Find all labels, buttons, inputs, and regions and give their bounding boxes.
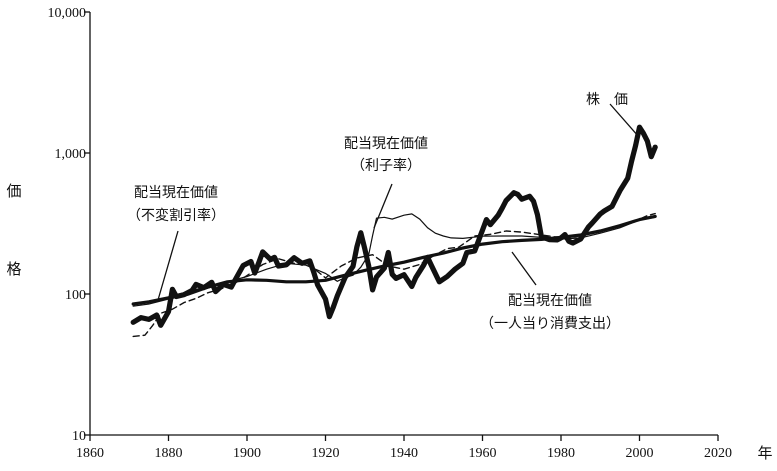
x-ticks: 1860 1880 1900 1920 1940 1960 1980 2000 2020 (76, 435, 732, 461)
y-ticks: 10 100 1,000 10,000 (48, 6, 90, 444)
series-pv-interest (132, 213, 656, 307)
x-axis-title: 年 (757, 444, 772, 462)
annotation-stock-price-line-1: 株 価 (586, 92, 628, 108)
leader-pv-consumption (511, 251, 537, 286)
chart-series (130, 124, 658, 338)
annotation-pv-constant-line-2: （不変割引率） (127, 207, 225, 224)
annotation-pv-consumption-line-1: 配当現在価値 (508, 293, 592, 309)
annotation-pv-constant-line-1: 配当現在価値 (134, 185, 218, 201)
leader-stock-price (609, 103, 640, 138)
x-tick-label: 1980 (547, 446, 575, 461)
annotation-pv-interest: 配当現在価値 （利子率） (344, 136, 428, 174)
x-tick-label: 2020 (704, 446, 732, 461)
leader-pv-constant (157, 230, 179, 301)
y-axis-title: 価 格 (6, 182, 21, 278)
series-stock-price (130, 124, 658, 328)
y-tick-label: 1,000 (55, 147, 87, 162)
y-tick-label: 10,000 (48, 6, 87, 21)
annotation-pv-consumption-line-2: （一人当り消費支出） (480, 316, 620, 332)
x-tick-label: 1960 (469, 446, 497, 461)
x-tick-label: 1880 (155, 446, 183, 461)
y-axis-title-char-2: 格 (6, 260, 21, 278)
y-axis-title-char-1: 価 (6, 182, 21, 200)
annotation-pv-consumption: 配当現在価値 （一人当り消費支出） (480, 293, 620, 332)
annotation-leaders (157, 103, 640, 301)
annotation-pv-constant: 配当現在価値 （不変割引率） (127, 185, 225, 224)
annotation-pv-interest-line-2: （利子率） (351, 157, 421, 174)
annotation-stock-price: 株 価 (586, 92, 628, 108)
annotation-pv-interest-line-1: 配当現在価値 (344, 136, 428, 152)
leader-pv-interest (373, 183, 393, 229)
x-tick-label: 2000 (626, 446, 654, 461)
x-tick-label: 1900 (233, 446, 261, 461)
x-tick-label: 1940 (390, 446, 418, 461)
y-tick-label: 10 (72, 429, 86, 444)
x-tick-label: 1920 (312, 446, 340, 461)
y-tick-label: 100 (65, 288, 86, 303)
series-pv-constant (131, 214, 657, 306)
x-tick-label: 1860 (76, 446, 104, 461)
